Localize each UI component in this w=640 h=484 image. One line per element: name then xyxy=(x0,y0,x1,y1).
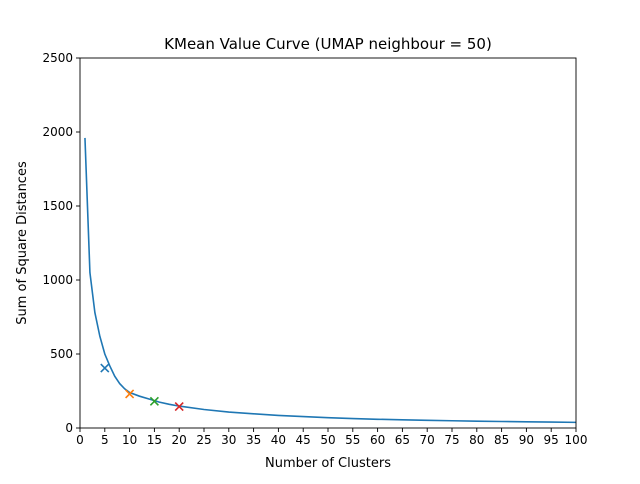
x-tick-label-20: 20 xyxy=(172,433,187,447)
x-tick-label-50: 50 xyxy=(320,433,335,447)
y-axis-label: Sum of Square Distances xyxy=(15,161,30,325)
plot-area: 0 5 10 15 20 25 30 35 40 45 50 55 60 65 70 75 80 85 90 95 10… xyxy=(42,51,587,447)
x-tick-label-90: 90 xyxy=(519,433,534,447)
y-tick-label-1500: 1500 xyxy=(42,199,73,213)
x-tick-label-25: 25 xyxy=(196,433,211,447)
point-marker-0 xyxy=(100,363,110,373)
x-tick-label-15: 15 xyxy=(147,433,162,447)
x-tick-label-65: 65 xyxy=(395,433,410,447)
x-tick-label-60: 60 xyxy=(370,433,385,447)
x-tick-label-75: 75 xyxy=(444,433,459,447)
axes-frame xyxy=(79,57,577,429)
x-tick-label-45: 45 xyxy=(296,433,311,447)
x-tick-label-35: 35 xyxy=(246,433,261,447)
x-axis-label: Number of Clusters xyxy=(265,456,391,471)
y-tick-label-500: 500 xyxy=(50,347,73,361)
chart-title: KMean Value Curve (UMAP neighbour = 50) xyxy=(164,35,492,53)
y-tick-label-2000: 2000 xyxy=(42,125,73,139)
y-tick-label-0: 0 xyxy=(65,421,73,435)
x-tick-label-85: 85 xyxy=(494,433,509,447)
x-tick-label-80: 80 xyxy=(469,433,484,447)
x-tick-label-30: 30 xyxy=(221,433,236,447)
series-line-0 xyxy=(84,137,577,424)
x-tick-label-55: 55 xyxy=(345,433,360,447)
point-marker-1 xyxy=(125,389,135,399)
x-tick-label-5: 5 xyxy=(101,433,109,447)
x-tick-label-100: 100 xyxy=(565,433,588,447)
point-marker-3 xyxy=(174,401,184,412)
y-tick-label-2500: 2500 xyxy=(42,51,73,65)
x-tick-label-40: 40 xyxy=(271,433,286,447)
x-tick-label-0: 0 xyxy=(76,433,84,447)
x-tick-label-70: 70 xyxy=(420,433,435,447)
x-tick-label-95: 95 xyxy=(544,433,559,447)
y-tick-label-1000: 1000 xyxy=(42,273,73,287)
x-tick-label-10: 10 xyxy=(122,433,137,447)
point-marker-2 xyxy=(149,396,159,406)
